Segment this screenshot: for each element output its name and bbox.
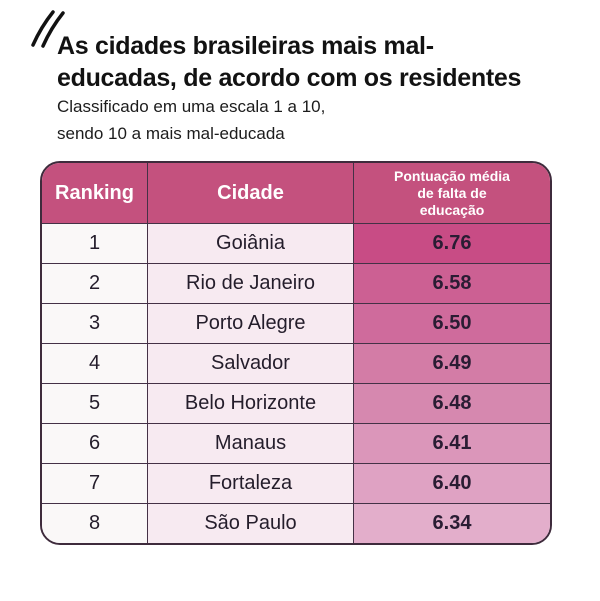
table-row: 5 Belo Horizonte 6.48 [42, 383, 550, 423]
rank-cell: 1 [42, 224, 148, 263]
rank-cell: 3 [42, 304, 148, 343]
rank-cell: 2 [42, 264, 148, 303]
city-cell: Fortaleza [148, 464, 354, 503]
rank-cell: 7 [42, 464, 148, 503]
score-cell: 6.76 [354, 224, 550, 263]
score-cell: 6.34 [354, 504, 550, 543]
table-row: 4 Salvador 6.49 [42, 343, 550, 383]
rudeness-ranking-table: Ranking Cidade Pontuação média de falta … [40, 161, 552, 545]
score-cell: 6.58 [354, 264, 550, 303]
score-cell: 6.48 [354, 384, 550, 423]
column-header-cidade: Cidade [148, 163, 354, 223]
city-cell: Manaus [148, 424, 354, 463]
table-row: 8 São Paulo 6.34 [42, 503, 550, 543]
table-row: 1 Goiânia 6.76 [42, 223, 550, 263]
column-header-ranking: Ranking [42, 163, 148, 223]
score-cell: 6.49 [354, 344, 550, 383]
table-header-row: Ranking Cidade Pontuação média de falta … [42, 163, 550, 223]
city-cell: Goiânia [148, 224, 354, 263]
page-title: As cidades brasileiras mais mal-educadas… [57, 30, 587, 94]
city-cell: Porto Alegre [148, 304, 354, 343]
double-slash-quote-icon [29, 5, 67, 54]
rank-cell: 8 [42, 504, 148, 543]
page-subtitle-line2: sendo 10 a mais mal-educada [57, 124, 285, 143]
score-cell: 6.50 [354, 304, 550, 343]
table-row: 3 Porto Alegre 6.50 [42, 303, 550, 343]
page-subtitle-line1: Classificado em uma escala 1 a 10, [57, 97, 326, 116]
table-row: 6 Manaus 6.41 [42, 423, 550, 463]
page-subtitle: Classificado em uma escala 1 a 10, sendo … [57, 93, 557, 147]
page-title-line2: educadas, de acordo com os residentes [57, 64, 522, 92]
rank-cell: 6 [42, 424, 148, 463]
city-cell: Belo Horizonte [148, 384, 354, 423]
table-row: 7 Fortaleza 6.40 [42, 463, 550, 503]
table-row: 2 Rio de Janeiro 6.58 [42, 263, 550, 303]
page-title-line1: As cidades brasileiras mais mal- [57, 32, 434, 60]
score-cell: 6.40 [354, 464, 550, 503]
city-cell: São Paulo [148, 504, 354, 543]
city-cell: Rio de Janeiro [148, 264, 354, 303]
city-cell: Salvador [148, 344, 354, 383]
column-header-pontuacao: Pontuação média de falta de educação [394, 167, 510, 218]
score-cell: 6.41 [354, 424, 550, 463]
rank-cell: 5 [42, 384, 148, 423]
rank-cell: 4 [42, 344, 148, 383]
